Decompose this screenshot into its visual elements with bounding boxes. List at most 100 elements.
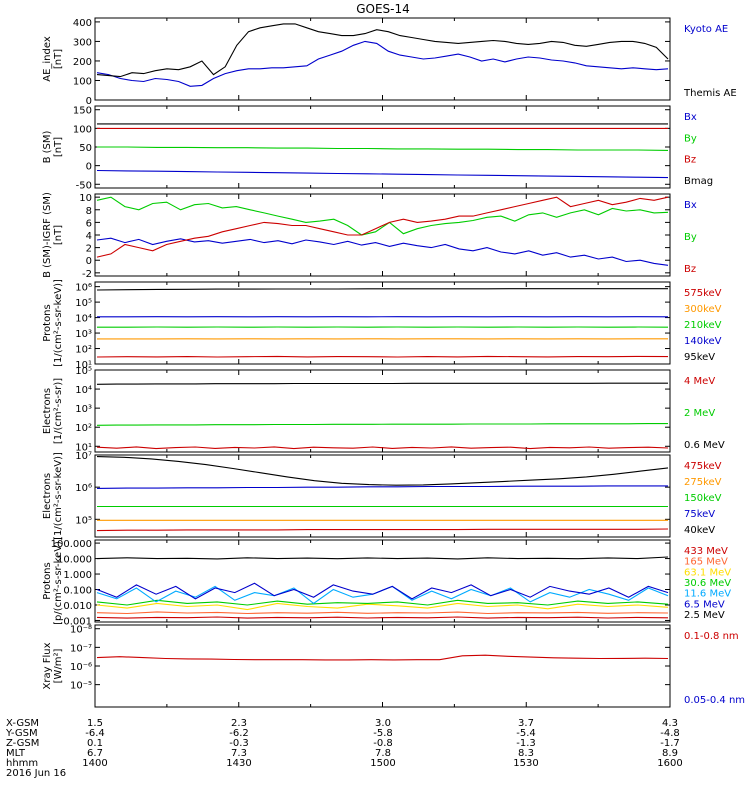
y-tick-label: 10⁻⁸ [70,625,92,636]
y-axis-label-line: Protons [42,304,53,341]
footer-axis-labels: X-GSM 1.5 2.3 3.0 3.7 4.3 Y-GSM -6.4 -6.2 -5.8 -5.… [5,718,683,779]
y-tick-label: 100 [73,76,92,87]
y-axis-label-line: Xray Flux [42,642,53,689]
y-tick-label: 2 [86,244,92,255]
legend-label: 6.5 MeV [684,599,725,610]
series-line-575kev [96,355,669,358]
footer-row-label: MLT [6,748,26,759]
series-line-4-mev [96,446,669,450]
panel-frame [94,624,671,708]
y-axis-label-line: [1/(cm²-s-sr-keV)] [53,452,64,540]
panel-frame [94,454,671,538]
legend-label: 95keV [684,352,715,363]
y-tick-label: 200 [73,57,92,68]
footer-value: -6.2 [229,728,249,739]
footer-value: -5.4 [516,728,536,739]
y-tick-label: 10⁻⁵ [70,681,92,692]
y-tick-label: 10² [75,423,92,434]
panel-1: 400 300 200 100 0 AE_index[nT] Kyoto AE Themis … [42,17,737,107]
legend-label: 0.6 MeV [684,440,725,451]
y-axis-label: Xray Flux[W/m²] [42,642,64,689]
series-line-433-mev [96,616,669,619]
legend-label: Bz [684,155,696,166]
legend-label: 210keV [684,320,722,331]
y-tick-label: 10⁷ [75,451,92,462]
series-line-bx [96,237,669,266]
panel-7: 10.000100.0001.0000.1000.0100.001Protons… [42,537,731,627]
panel-frame [94,281,671,365]
footer-value: 1.5 [87,718,103,729]
legend-label: 75keV [684,509,715,520]
y-axis-label: Electrons[1/(cm²-s-sr-keV)] [42,452,64,540]
y-tick-label: 0.001 [63,616,92,627]
legend-label: 2 MeV [684,408,715,419]
footer-value: -0.3 [229,738,249,749]
y-axis-label-line: AE_index [42,36,53,82]
series-line-2-mev [96,423,668,426]
y-axis-label-line: B (SM)-IGRF (SM) [42,192,53,278]
footer-value: 1430 [226,758,251,769]
y-tick-label: 150 [73,106,92,117]
footer-value: 7.8 [375,748,391,759]
footer-value: -6.4 [85,728,105,739]
panel-3: 10 86 4 20 -2 B (SM)-IGRF (SM)[nT] Bx By Bz [42,192,697,280]
footer-row-label: Y-GSM [5,728,38,739]
footer-row-label: X-GSM [6,718,39,729]
legend-label: 475keV [684,461,722,472]
y-axis-label-line: [1/(cm²-s-sr-keV)] [53,279,64,367]
y-tick-label: 10³ [75,329,92,340]
y-axis-label: Protons[1/(cm²-s-sr-keV)] [42,279,64,367]
y-tick-label: 100.000 [51,539,92,550]
y-axis-label-line: [nT] [53,137,64,157]
footer-row-label: hhmm [6,758,38,769]
y-axis-label: AE_index[nT] [42,36,64,82]
footer-value: 1600 [657,758,682,769]
y-tick-label: 100 [73,124,92,135]
y-tick-label: 10⁻⁶ [70,662,92,673]
y-tick-label: 400 [73,18,92,29]
legend-label: 300keV [684,304,722,315]
legend-label: By [684,133,697,144]
y-tick-label: 10⁵ [75,515,92,526]
legend-label: Bmag [684,176,713,187]
footer-value: 1400 [82,758,107,769]
y-tick-label: 6 [86,218,92,229]
legend-label: 30.6 MeV [684,578,731,589]
series-line-165-mev [96,611,669,615]
y-tick-label: 10⁵ [75,298,92,309]
y-tick-label: 0 [86,162,92,173]
legend-label: Bx [684,200,697,211]
footer-date: 2016 Jun 16 [6,768,66,779]
series-line-bz [96,196,669,258]
y-tick-label: 10⁶ [75,483,92,494]
y-tick-label: 10¹ [75,442,92,453]
footer-value: 3.7 [518,718,534,729]
legend-label: 575keV [684,288,722,299]
footer-value: 7.3 [231,748,247,759]
y-tick-label: 10 [79,193,92,204]
series-line-by [96,196,669,236]
series-line-40kev [96,456,669,486]
y-tick-label: 10.000 [57,555,92,566]
footer-value: 6.7 [87,748,103,759]
footer-value: 1500 [370,758,395,769]
y-tick-label: 10¹ [75,360,92,371]
legend-label: 140keV [684,336,722,347]
series-line-bx [96,169,669,179]
y-tick-label: 10⁴ [75,385,92,396]
series-line-6.5-mev [96,582,669,600]
legend-label: 63.1 MeV [684,567,731,578]
panel-frame [94,193,671,277]
y-tick-label: 10³ [75,404,92,415]
footer-value: -0.8 [373,738,393,749]
footer-value: 1530 [513,758,538,769]
y-tick-label: 300 [73,37,92,48]
series-line-kyoto-ae [96,40,669,87]
y-axis-label-line: B (SM) [42,130,53,163]
y-tick-label: 50 [79,143,92,154]
y-axis-label-line: Protons [42,562,53,599]
legend-label: 2.5 MeV [684,610,725,621]
y-tick-label: 1.000 [63,570,92,581]
